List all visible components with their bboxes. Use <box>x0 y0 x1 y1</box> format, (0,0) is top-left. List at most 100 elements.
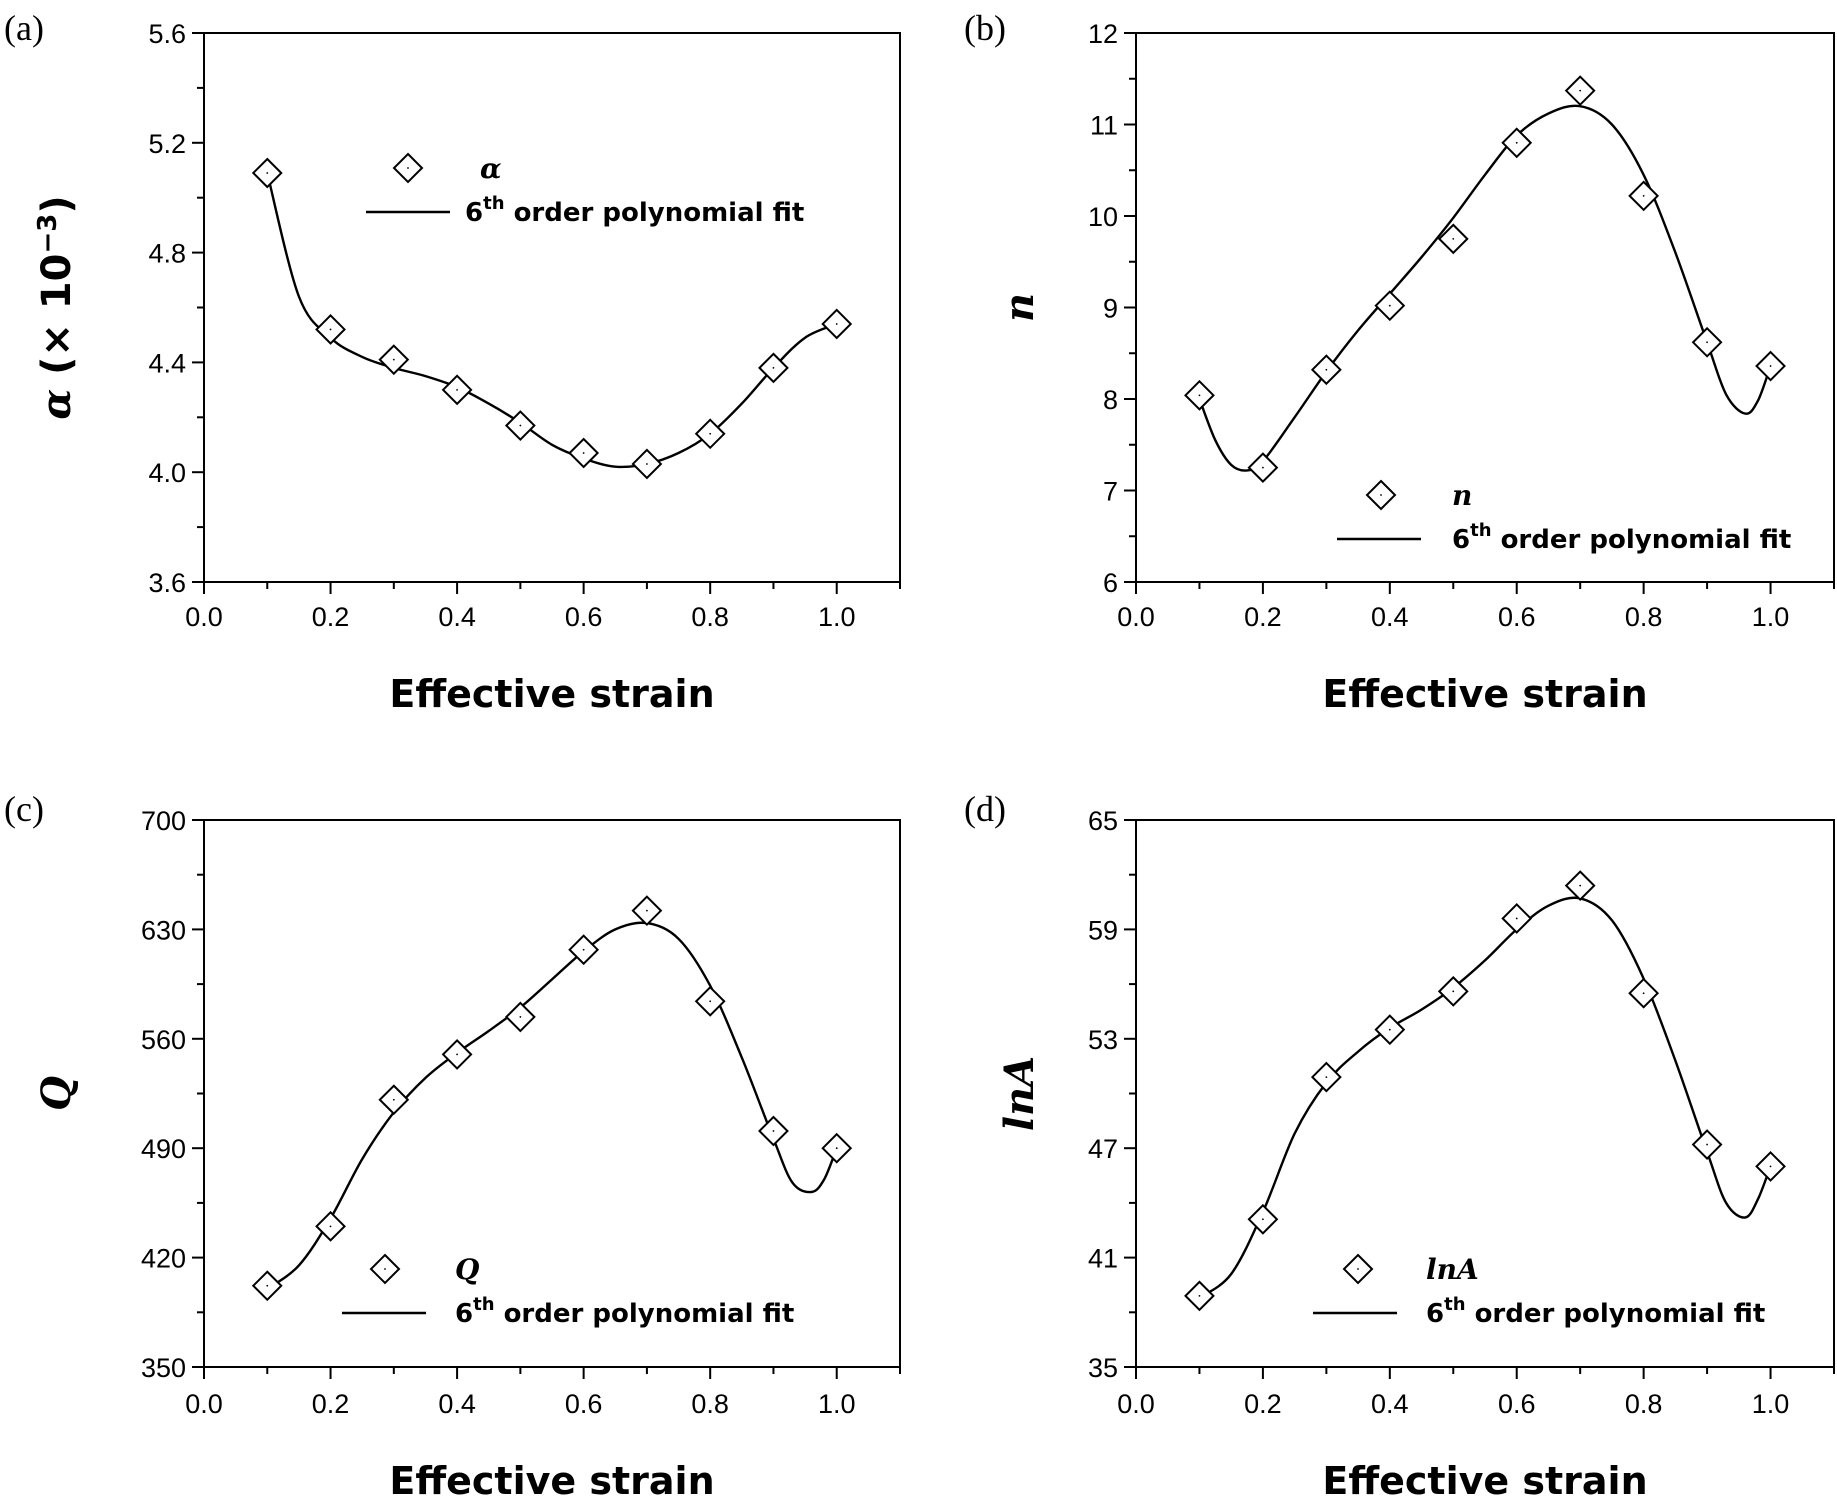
data-point-dot <box>1452 990 1455 993</box>
data-point-dot <box>519 424 522 427</box>
y-axis-title-unit: (× 10 <box>34 254 80 389</box>
data-point-dot <box>709 1000 712 1003</box>
x-axis-title: Effective strain <box>389 1459 714 1502</box>
x-tick-label: 0.0 <box>185 602 223 632</box>
data-point-dot <box>1515 917 1518 920</box>
y-tick-label: 7 <box>1103 477 1118 507</box>
chart-panel-a: (a) 0.0 0.2 0.4 0.6 0.8 1.0 3.6 4.0 4.4 4.8 5.2 5.6 E… <box>4 8 901 716</box>
data-point-dot <box>519 1016 522 1018</box>
legend: Q 6th order polynomial fit <box>342 1253 794 1329</box>
plot-frame <box>203 32 901 583</box>
legend-marker-dot <box>1357 1268 1359 1270</box>
y-tick-label: 630 <box>141 915 186 945</box>
data-point-dot <box>456 1053 458 1056</box>
data-point-dot <box>1198 394 1201 397</box>
x-tick-label: 0.4 <box>438 602 476 632</box>
data-point-dot <box>329 328 332 331</box>
y-tick-label: 490 <box>141 1134 186 1164</box>
x-tick-label: 0.8 <box>691 1389 729 1419</box>
y-tick-label: 11 <box>1090 111 1118 141</box>
data-point-dot <box>1515 141 1518 144</box>
x-tick-label: 0.0 <box>1117 602 1155 632</box>
x-tick-label: 0.2 <box>312 1389 350 1419</box>
data-point-dot <box>1325 1076 1328 1078</box>
legend-marker-label: n <box>1452 479 1472 512</box>
data-point-dot <box>1198 1294 1201 1297</box>
legend-fit-superscript: th <box>1470 520 1491 541</box>
chart-panel-b: (b) 0.0 0.2 0.4 0.6 0.8 1.0 6 7 8 9 10 11 12 Effective… <box>964 8 1835 716</box>
legend-fit-label: 6th order polynomial fit <box>1426 1294 1765 1329</box>
x-tick-label: 1.0 <box>1752 1389 1790 1419</box>
x-tick-label: 0.2 <box>1244 1389 1282 1419</box>
y-axis-title: n <box>996 293 1043 322</box>
data-point-dot <box>266 172 269 174</box>
data-point-dot <box>1706 1143 1708 1146</box>
legend-marker-label: Q <box>455 1253 479 1286</box>
x-tick-label: 0.2 <box>312 602 350 632</box>
legend-fit-text: order polynomial fit <box>1492 525 1792 555</box>
y-tick-label: 53 <box>1088 1025 1118 1055</box>
data-point-dot <box>1642 194 1645 197</box>
polynomial-fit-curve <box>1198 896 1772 1299</box>
panel-label: (a) <box>4 8 44 48</box>
y-tick-label: 9 <box>1103 294 1118 324</box>
x-tick-label: 0.6 <box>1498 1389 1536 1419</box>
panel-label: (d) <box>964 789 1006 829</box>
y-tick-label: 560 <box>141 1025 186 1055</box>
x-tick-label: 0.2 <box>1244 602 1282 632</box>
y-tick-label: 12 <box>1088 19 1118 49</box>
legend-fit-order: 6 <box>465 198 483 228</box>
legend-fit-order: 6 <box>455 1299 473 1329</box>
plot-frame <box>1135 32 1835 583</box>
data-point-dot <box>456 388 458 391</box>
polynomial-fit-curve <box>266 172 838 469</box>
x-tick-label: 0.6 <box>565 602 603 632</box>
y-tick-label: 8 <box>1103 385 1118 415</box>
legend-fit-label: 6th order polynomial fit <box>465 193 804 228</box>
data-point-dot <box>646 909 648 912</box>
data-point-dot <box>1769 1165 1772 1168</box>
legend-marker-dot <box>407 167 409 169</box>
legend-fit-superscript: th <box>473 1294 494 1315</box>
legend-marker-dot <box>384 1268 386 1270</box>
y-tick-label: 350 <box>141 1353 186 1383</box>
y-tick-label: 420 <box>141 1244 186 1274</box>
data-point-dot <box>1262 466 1264 469</box>
legend-fit-label: 6th order polynomial fit <box>455 1294 794 1329</box>
x-tick-label: 0.0 <box>185 1389 223 1419</box>
legend-marker-label: α <box>480 152 502 185</box>
data-point-dot <box>709 432 712 435</box>
data-point-dot <box>582 948 585 951</box>
y-tick-label: 700 <box>141 806 186 836</box>
x-tick-label: 0.0 <box>1117 1389 1155 1419</box>
y-tick-label: 3.6 <box>148 568 186 598</box>
panel-label: (c) <box>4 789 44 829</box>
data-point-dot <box>329 1225 332 1228</box>
y-tick-label: 5.2 <box>148 129 186 159</box>
y-tick-label: 4.0 <box>148 458 186 488</box>
y-axis-title-symbol: α <box>33 389 80 420</box>
legend-fit-superscript: th <box>1444 1294 1465 1315</box>
y-tick-label: 65 <box>1088 806 1118 836</box>
data-point-dot <box>1769 365 1772 367</box>
legend-fit-order: 6 <box>1426 1299 1444 1329</box>
polynomial-fit-curve <box>266 921 838 1290</box>
x-tick-label: 1.0 <box>818 1389 856 1419</box>
data-point-dot <box>646 463 648 465</box>
plot-frame <box>1135 819 1835 1368</box>
data-point-dot <box>1642 992 1645 995</box>
y-tick-label: 35 <box>1088 1353 1118 1383</box>
legend-fit-superscript: th <box>483 193 504 214</box>
data-point-dot <box>835 1147 838 1150</box>
x-tick-label: 0.4 <box>1371 1389 1409 1419</box>
y-tick-label: 5.6 <box>148 19 186 49</box>
x-axis-title: Effective strain <box>1322 672 1647 716</box>
data-point-dot <box>1388 1028 1391 1031</box>
y-tick-label: 41 <box>1088 1244 1118 1274</box>
x-tick-label: 0.4 <box>1371 602 1409 632</box>
data-point-dot <box>1579 89 1582 92</box>
data-point-dot <box>1706 341 1708 344</box>
legend: lnA 6th order polynomial fit <box>1313 1253 1765 1329</box>
x-axis-title: Effective strain <box>389 672 714 716</box>
